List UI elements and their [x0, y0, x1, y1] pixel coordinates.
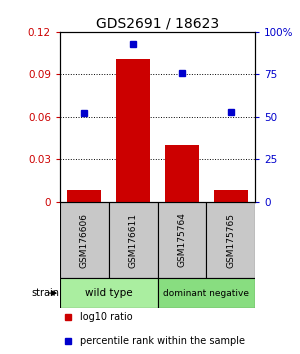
Bar: [206, 202, 255, 278]
Text: GSM175764: GSM175764: [177, 212, 186, 268]
Text: dominant negative: dominant negative: [163, 289, 249, 298]
Text: log10 ratio: log10 ratio: [80, 312, 132, 322]
Text: wild type: wild type: [85, 288, 133, 298]
Bar: [158, 202, 206, 278]
Text: GSM176606: GSM176606: [80, 212, 89, 268]
Text: percentile rank within the sample: percentile rank within the sample: [80, 336, 244, 346]
Bar: [158, 278, 255, 308]
Bar: [60, 202, 109, 278]
Bar: [67, 190, 101, 202]
Bar: [165, 145, 199, 202]
Text: GSM175765: GSM175765: [226, 212, 235, 268]
Text: GSM176611: GSM176611: [129, 212, 138, 268]
Bar: [109, 202, 158, 278]
Bar: [214, 190, 248, 202]
Text: strain: strain: [32, 288, 59, 298]
Bar: [60, 278, 158, 308]
Title: GDS2691 / 18623: GDS2691 / 18623: [96, 17, 219, 31]
Bar: [116, 59, 150, 202]
